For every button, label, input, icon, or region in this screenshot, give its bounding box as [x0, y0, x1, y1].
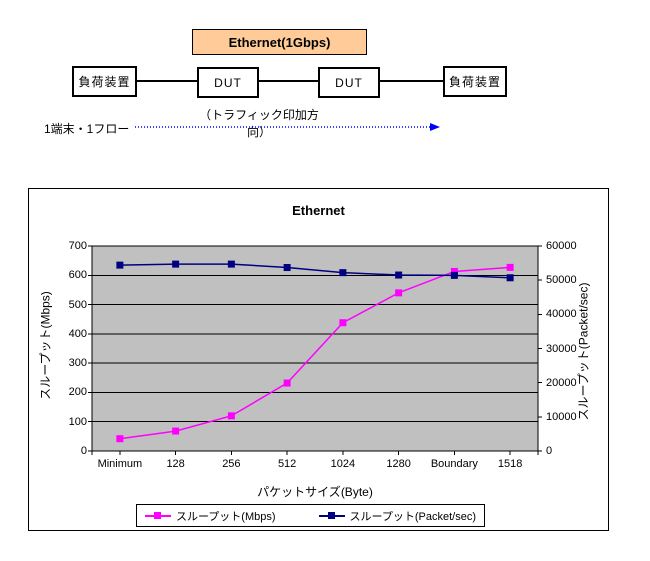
series-marker: [227, 260, 235, 268]
x-axis-category-label: 1518: [497, 458, 523, 470]
throughput-chart: Ethernet パケットサイズ(Byte) スループット(Mbps) スループ…: [28, 188, 609, 531]
legend-item: スループット(Mbps): [144, 508, 276, 524]
left-axis-tick-label: 0: [80, 445, 87, 457]
dut2-label: DUT: [335, 75, 363, 90]
right-axis-tick-label: 30000: [546, 342, 577, 355]
chart-title: Ethernet: [292, 203, 345, 218]
arrow-head: [430, 123, 440, 131]
left-axis-tick-label: 200: [68, 386, 87, 399]
x-axis-category-label: 256: [222, 458, 241, 470]
right-axis-tick-label: 40000: [546, 308, 577, 321]
ethernet-speed-box: Ethernet(1Gbps): [192, 29, 367, 55]
x-axis-category-label: Minimum: [97, 458, 143, 470]
series-marker: [450, 271, 458, 279]
series-marker: [227, 412, 235, 420]
ethernet-speed-label: Ethernet(1Gbps): [228, 34, 331, 50]
legend-label: スループット(Mbps): [175, 510, 276, 523]
dut2-box: DUT: [318, 67, 380, 98]
x-axis-category-label: 512: [277, 458, 297, 470]
right-axis-tick-label: 0: [546, 445, 553, 457]
left-axis-tick-label: 600: [68, 269, 87, 282]
x-axis-category-label: Boundary: [430, 458, 478, 470]
load-device-right-label: 負荷装置: [448, 75, 501, 89]
load-device-right-box: 負荷装置: [443, 66, 507, 97]
series-marker: [395, 271, 403, 279]
legend-marker-icon: [318, 511, 345, 520]
legend-item: スループット(Packet/sec): [318, 508, 477, 524]
series-marker: [283, 379, 291, 387]
legend-label: スループット(Packet/sec): [349, 510, 477, 523]
series-marker: [339, 269, 347, 277]
left-axis-tick-label: 100: [68, 415, 87, 428]
load-device-left-label: 負荷装置: [78, 75, 131, 89]
right-axis-tick-label: 20000: [546, 376, 577, 389]
legend-marker-icon: [144, 511, 171, 520]
right-axis-tick-label: 10000: [546, 410, 577, 423]
x-axis-title: パケットサイズ(Byte): [257, 485, 373, 499]
connector-line-2: [257, 80, 318, 82]
dut1-box: DUT: [197, 67, 259, 98]
series-marker: [116, 435, 124, 443]
load-device-left-box: 負荷装置: [72, 66, 137, 97]
right-axis-tick-label: 50000: [546, 274, 577, 287]
series-line: [119, 263, 511, 279]
right-axis-tick-label: 60000: [546, 240, 577, 252]
traffic-direction-label: （トラフィック印加方向）: [199, 108, 319, 139]
series-marker: [339, 319, 347, 327]
series-marker: [283, 264, 291, 272]
series-marker: [450, 267, 458, 275]
x-axis-category-label: 1024: [330, 458, 356, 470]
series-marker: [116, 261, 124, 269]
series-marker: [172, 260, 180, 268]
x-axis-category-label: 128: [166, 458, 185, 470]
chart-legend: スループット(Mbps) スループット(Packet/sec): [136, 504, 485, 527]
connector-line-1: [135, 80, 197, 82]
x-axis-category-label: 1280: [386, 458, 411, 470]
chart-plot-area: [88, 245, 542, 455]
series-marker: [172, 427, 180, 435]
flow-label: 1端末・1フロー: [44, 122, 130, 136]
left-axis-tick-label: 300: [68, 357, 87, 370]
left-axis-tick-label: 400: [68, 327, 87, 340]
left-axis-tick-label: 500: [68, 298, 87, 311]
series-marker: [395, 289, 403, 297]
dut1-label: DUT: [214, 75, 242, 90]
left-axis-tick-label: 700: [68, 240, 87, 252]
connector-line-3: [378, 80, 443, 82]
traffic-direction-arrow: [135, 123, 440, 131]
series-marker: [506, 263, 514, 271]
series-marker: [506, 274, 514, 282]
